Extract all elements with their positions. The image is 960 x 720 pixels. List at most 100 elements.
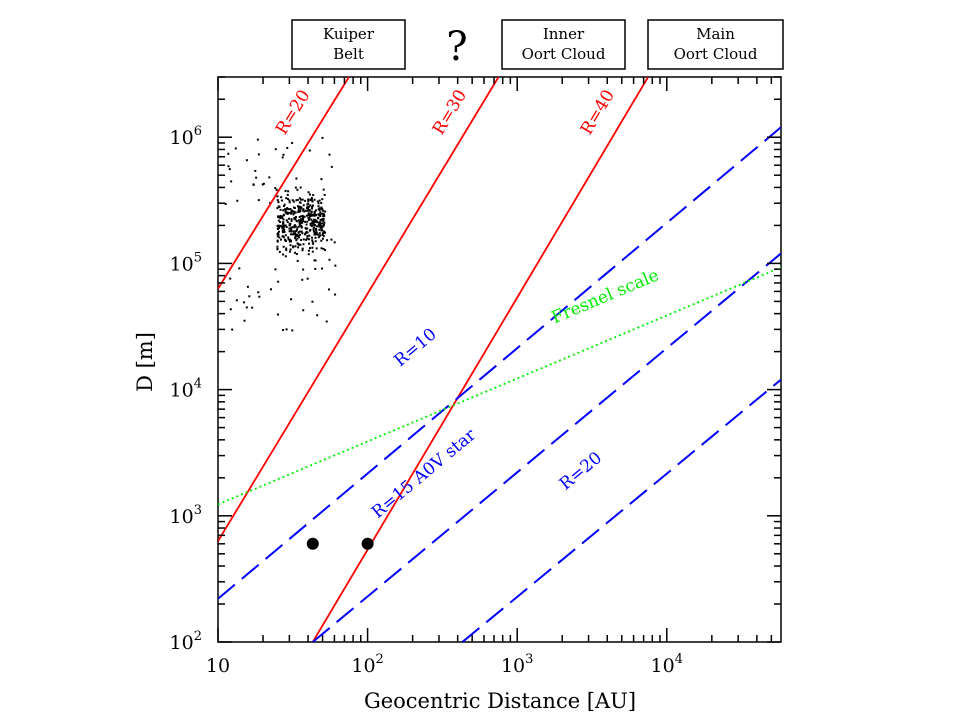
detection-points [306, 537, 374, 550]
kbo-point [274, 187, 277, 190]
kbo-point [309, 247, 312, 250]
kbo-point [305, 238, 308, 241]
y-tick-label: 104 [170, 377, 202, 402]
kbo-point [308, 205, 311, 208]
kbo-point [288, 224, 291, 227]
kbo-point [298, 223, 301, 226]
kbo-point [294, 232, 297, 235]
kbo-point [309, 198, 312, 201]
kbo-point [320, 247, 323, 250]
kbo-point [302, 268, 305, 271]
kbo-point [315, 227, 318, 230]
kbo-point [301, 247, 304, 250]
kbo-point [291, 226, 294, 229]
kbo-point [301, 219, 304, 222]
kbo-point [300, 217, 303, 220]
kbo-point [310, 197, 313, 200]
kbo-point [319, 218, 322, 221]
region-question: ? [446, 24, 467, 70]
kbo-point [294, 234, 297, 237]
kbo-point [280, 199, 283, 202]
kbo-point [277, 219, 280, 222]
kbo-point [285, 249, 288, 252]
kbo-point [290, 219, 293, 222]
kbo-point [291, 199, 294, 202]
kbo-point [277, 226, 280, 229]
kbo-point [314, 236, 317, 239]
kbo-point [236, 199, 239, 202]
kbo-point [258, 295, 261, 298]
region-label-line1: Inner [543, 25, 585, 43]
kbo-point [315, 233, 318, 236]
kbo-point [307, 191, 310, 194]
kbo-point [300, 226, 303, 229]
kbo-point [312, 242, 315, 245]
kbo-point [318, 228, 321, 231]
kbo-point [277, 205, 280, 208]
kbo-point [322, 230, 325, 233]
kbo-point [316, 200, 319, 203]
kbo-point [317, 208, 320, 211]
kbo-point [282, 236, 285, 239]
kbo-point [290, 298, 293, 301]
kbo-point [292, 210, 295, 213]
kbo-point [287, 211, 290, 214]
kbo-point [285, 328, 288, 331]
curve-label-1: R=30 [429, 86, 471, 138]
kbo-point [293, 216, 296, 219]
kbo-point [287, 238, 290, 241]
kbo-point [276, 235, 279, 238]
kbo-point [312, 223, 315, 226]
kbo-point [281, 156, 284, 159]
kbo-point [257, 291, 260, 294]
kbo-point [288, 227, 291, 230]
kbo-point [314, 259, 317, 262]
kbo-point [300, 215, 303, 218]
kbo-point [328, 288, 331, 291]
kbo-point [282, 225, 285, 228]
kbo-point [294, 237, 297, 240]
kbo-point [296, 237, 299, 240]
kbo-point [276, 195, 279, 198]
kbo-point [282, 226, 285, 229]
kbo-point [292, 206, 295, 209]
kbo-point [293, 226, 296, 229]
kbo-point [307, 198, 310, 201]
kbo-point [229, 308, 232, 311]
kbo-point [308, 209, 311, 212]
kbo-point [324, 249, 327, 252]
kbo-point [301, 198, 304, 201]
kbo-point [276, 227, 279, 230]
kbo-point [320, 178, 323, 181]
curve-label-4: R=15 A0V star [368, 425, 480, 523]
kbo-point [304, 220, 307, 223]
kbo-point [311, 300, 314, 303]
kbo-point [297, 225, 300, 228]
kbo-point [297, 243, 300, 246]
kbo-point [322, 218, 325, 221]
kbo-point [300, 219, 303, 222]
kbo-point [299, 219, 302, 222]
kbo-point [289, 248, 292, 251]
kbo-point [287, 236, 290, 239]
kbo-point [311, 213, 314, 216]
kbo-point [276, 207, 279, 210]
kbo-point [297, 207, 300, 210]
region-box [291, 19, 406, 70]
kbo-point [307, 212, 310, 215]
kbo-point [318, 199, 321, 202]
kbo-point [320, 202, 323, 205]
kbo-point [290, 209, 293, 212]
region-label-line2: Oort Cloud [522, 45, 606, 63]
kbo-point [317, 202, 320, 205]
kbo-point [294, 218, 297, 221]
kbo-point [282, 213, 285, 216]
kbo-point [299, 209, 302, 212]
kbo-point [322, 188, 325, 191]
kbo-point [295, 220, 298, 223]
kbo-point [243, 319, 246, 322]
kbo-point [307, 249, 310, 252]
kbo-point [280, 216, 283, 219]
